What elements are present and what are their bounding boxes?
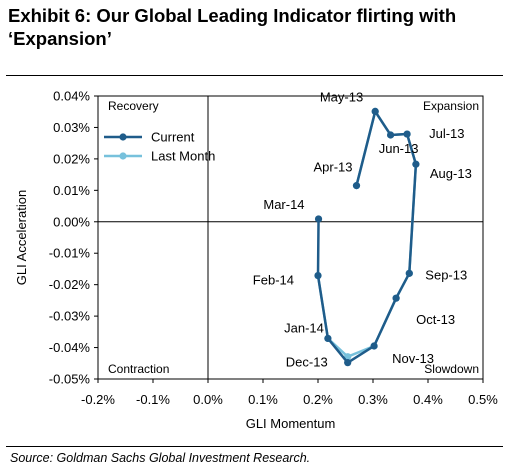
y-tick-label: 0.02% [53,151,90,166]
series-layer [314,107,420,367]
x-tick-label: 0.2% [303,392,333,407]
point-label-dec-13: Dec-13 [286,355,328,370]
data-point-current [370,342,378,350]
data-point-current [405,269,413,277]
quadrant-label-expansion: Expansion [423,99,479,113]
data-point-current [352,182,361,190]
data-point-current [344,359,352,367]
y-tick-label: 0.03% [53,120,90,135]
y-tick-label: -0.05% [49,372,91,387]
point-label-jul-13: Jul-13 [429,126,464,141]
x-tick-label: -0.1% [136,392,170,407]
y-axis-label: GLI Acceleration [14,190,29,285]
point-label-sep-13: Sep-13 [425,267,467,282]
data-point-current [387,131,395,139]
x-tick-label: 0.1% [248,392,278,407]
y-tick-label: -0.01% [49,246,91,261]
x-tick-label: 0.0% [193,392,223,407]
title-divider [6,75,503,76]
series-line-current [316,110,418,364]
point-label-nov-13: Nov-13 [392,351,434,366]
x-tick-label: 0.3% [358,392,388,407]
point-labels: Apr-13 May-13 Jun-13 Jul-13 Aug-13 Sep-13 Oct-… [253,89,472,369]
legend-item-last-month: Last Month [104,149,215,164]
point-label-oct-13: Oct-13 [416,312,455,327]
y-tick-label: -0.02% [49,277,91,292]
point-label-apr-13: Apr-13 [313,160,352,175]
quadrant-label-slowdown: Slowdown [424,362,479,376]
point-label-jan-14: Jan-14 [284,320,324,335]
y-tick-label: 0.01% [53,183,90,198]
y-tick-label: 0.00% [53,214,90,229]
legend-swatch-marker [119,133,127,141]
x-axis-label: GLI Momentum [246,416,336,431]
plot-frame [97,95,484,380]
y-tick-label: -0.03% [49,309,91,324]
source-divider [6,446,503,447]
point-label-may-13: May-13 [320,89,363,104]
point-label-jun-13: Jun-13 [379,141,419,156]
point-label-aug-13: Aug-13 [430,166,472,181]
data-point-current [403,130,411,138]
axes: 0.04% 0.03% 0.02% 0.01% 0.00% -0.01% -0.02% -0.… [14,89,498,432]
point-label-mar-14: Mar-14 [263,197,304,212]
x-tick-label: 0.4% [413,392,443,407]
point-label-feb-14: Feb-14 [253,273,294,288]
legend-item-current: Current [104,130,195,145]
x-tick-label: -0.2% [81,392,115,407]
chart-title: Exhibit 6: Our Global Leading Indicator … [8,5,457,49]
legend-label: Last Month [151,149,215,164]
y-tick-label: -0.04% [49,340,91,355]
data-point-current [324,334,332,343]
data-point-current [371,107,379,116]
x-tick-label: 0.5% [468,392,498,407]
data-point-current [314,215,323,223]
data-point-current [392,294,400,302]
quadrant-label-recovery: Recovery [108,99,159,113]
legend: Current Last Month [104,130,215,164]
legend-label: Current [151,130,195,145]
legend-swatch-marker [119,152,127,160]
data-point-current [412,160,420,168]
data-point-current [314,271,322,280]
series-current [314,107,420,367]
quadrant-label-contraction: Contraction [108,362,169,376]
y-tick-label: 0.04% [53,89,90,104]
source-note: Source: Goldman Sachs Global Investment … [10,451,311,465]
